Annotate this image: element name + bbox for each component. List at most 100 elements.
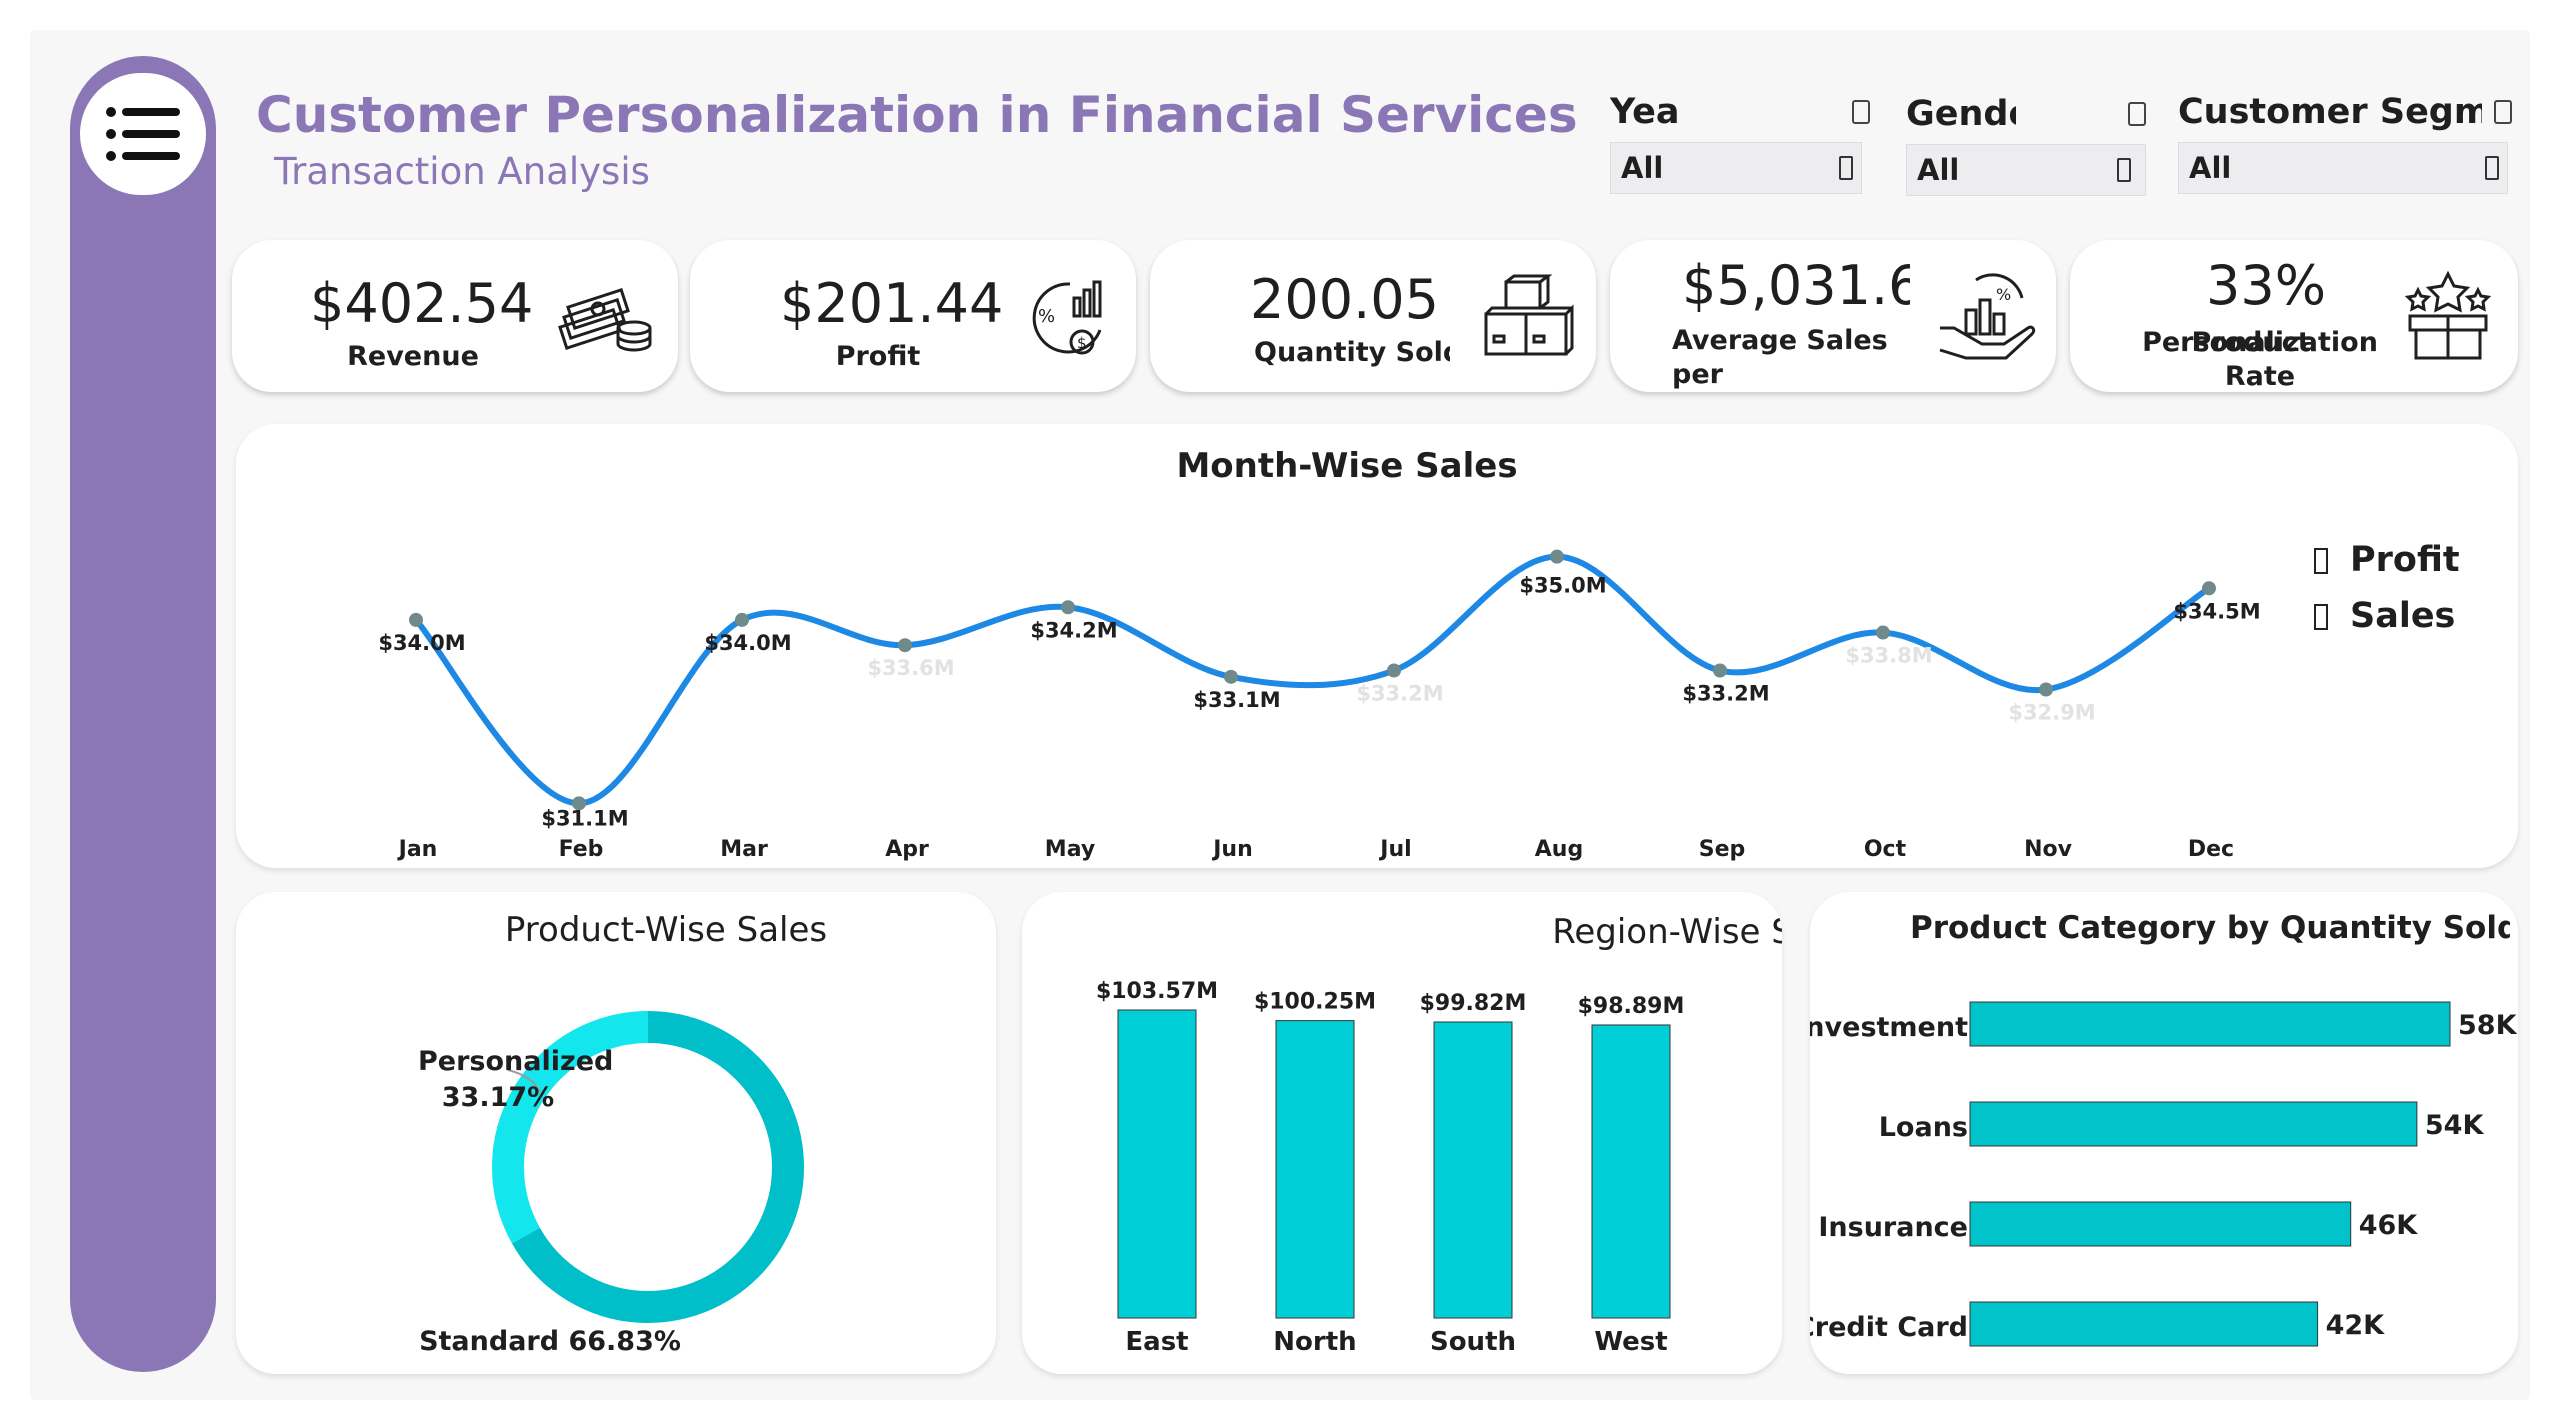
chart-title: Region-Wise Sales — [1552, 912, 1782, 952]
kpi-value: $5,031.6 — [1682, 254, 1910, 317]
x-tick-label: Jun — [1211, 837, 1253, 862]
data-point-dec[interactable] — [2202, 581, 2216, 596]
chart-title: Product Category by Quantity Sold — [1910, 910, 2510, 946]
data-label: 58K — [2458, 1010, 2518, 1041]
x-tick-label: Oct — [1864, 837, 1907, 862]
bar-east[interactable] — [1117, 1009, 1197, 1319]
data-label: $34.5M — [2173, 599, 2260, 623]
bar-credit-card[interactable] — [1969, 1301, 2319, 1347]
year-filter-label: Yea — [1610, 92, 1680, 132]
month-wise-sales-chart[interactable]: $34.0M Jan $31.1M Feb $34.0M Mar $33.6M Apr $34.… — [236, 424, 2518, 868]
x-tick-label: Sep — [1699, 837, 1746, 862]
customer-segment-filter-value: All — [2189, 151, 2232, 185]
boxes-icon — [1484, 274, 1574, 356]
data-point-apr[interactable] — [898, 638, 912, 653]
kpi-label: Quantity Sold — [1254, 337, 1450, 368]
kpi-card-personalization-rate[interactable]: 33% Product Personalization Rate — [2070, 240, 2518, 392]
x-tick-label: West — [1594, 1327, 1667, 1357]
region-wise-sales-chart[interactable]: $103.57M East $100.25M North $99.82M South $98… — [1022, 892, 1782, 1374]
data-label: $33.6M — [867, 656, 954, 680]
data-point-jun[interactable] — [1224, 669, 1238, 684]
gender-filter-value: All — [1917, 153, 1960, 187]
product-category-quantity-panel: Product Category by Quantity Sold 58K Inv… — [1810, 892, 2518, 1374]
clear-filter-icon[interactable] — [2494, 100, 2512, 124]
data-label: $33.2M — [1356, 682, 1443, 706]
x-tick-label: Jan — [397, 837, 438, 862]
bar-insurance[interactable] — [1969, 1201, 2352, 1247]
data-label: $32.9M — [2008, 700, 2095, 724]
slice-label: Personalized — [418, 1046, 613, 1077]
customer-segment-filter[interactable]: Customer Segm All — [2178, 92, 2528, 202]
chart-title: Month-Wise Sales — [1176, 446, 1518, 486]
kpi-card-revenue[interactable]: $402.54M Revenue — [232, 240, 678, 392]
chevron-down-icon — [2485, 156, 2499, 180]
data-label: 54K — [2425, 1110, 2485, 1141]
x-tick-label: Nov — [2024, 837, 2073, 862]
x-tick-label: Aug — [1535, 837, 1583, 862]
customer-segment-filter-label: Customer Segm — [2178, 92, 2482, 132]
kpi-card-average-sales[interactable]: $5,031.6 Average Sales per % — [1610, 240, 2056, 392]
data-label: $34.0M — [378, 631, 465, 655]
legend-label: Profit — [2350, 540, 2460, 580]
gender-filter-label: Gende — [1906, 94, 2016, 134]
y-tick-label: Insurance — [1818, 1212, 1968, 1243]
gender-filter[interactable]: Gende All — [1906, 94, 2156, 204]
bar-investment[interactable] — [1969, 1001, 2451, 1047]
x-tick-label: May — [1045, 837, 1095, 862]
kpi-value: 33% — [2206, 254, 2327, 317]
data-point-mar[interactable] — [735, 612, 749, 627]
data-label: $31.1M — [541, 806, 628, 830]
profit-chart-icon: % $ — [1032, 280, 1102, 355]
gender-filter-dropdown[interactable]: All — [1906, 144, 2146, 196]
kpi-label-overlap: Product — [2191, 327, 2311, 358]
chart-title: Product-Wise Sales — [504, 910, 828, 950]
customer-segment-filter-dropdown[interactable]: All — [2178, 142, 2508, 194]
kpi-label: Average Sales per — [1672, 325, 1888, 390]
data-label: 42K — [2326, 1310, 2386, 1341]
chevron-down-icon — [2117, 158, 2131, 182]
data-point-feb[interactable] — [572, 796, 586, 811]
product-wise-sales-chart[interactable]: Personalized 33.17% Standard 66.83% — [236, 892, 996, 1374]
year-filter-dropdown[interactable]: All — [1610, 142, 1862, 194]
bar-north[interactable] — [1275, 1020, 1355, 1319]
donut-slice-personalized[interactable] — [492, 1011, 804, 1323]
bar-west[interactable] — [1591, 1024, 1671, 1319]
menu-button[interactable] — [80, 73, 206, 195]
x-tick-label: Mar — [720, 837, 768, 862]
product-wise-sales-panel: Product-Wise Sales Personalized 33.17% Sta… — [236, 892, 996, 1374]
data-label: $35.0M — [1519, 574, 1606, 598]
bar-loans[interactable] — [1969, 1101, 2418, 1147]
money-stack-icon — [558, 287, 652, 352]
clear-filter-icon[interactable] — [2128, 102, 2146, 126]
data-point-may[interactable] — [1061, 600, 1075, 615]
data-point-jan[interactable] — [409, 612, 423, 627]
bar-south[interactable] — [1433, 1021, 1513, 1319]
hand-chart-icon: % — [1939, 273, 2036, 360]
data-point-sep[interactable] — [1713, 663, 1727, 678]
data-label: 46K — [2359, 1210, 2419, 1241]
kpi-value: 200.05K — [1250, 268, 1442, 331]
x-tick-label: Apr — [885, 837, 929, 862]
data-label: $100.25M — [1254, 990, 1376, 1015]
data-point-oct[interactable] — [1876, 625, 1890, 640]
slice-label: Standard 66.83% — [419, 1326, 681, 1357]
kpi-label: Revenue — [347, 341, 479, 372]
clear-filter-icon[interactable] — [1852, 100, 1870, 124]
kpi-value: $201.44M — [780, 272, 1008, 335]
region-wise-sales-panel: Region-Wise Sales $103.57M East $100.25M No… — [1022, 892, 1782, 1374]
data-point-aug[interactable] — [1550, 549, 1564, 564]
data-label: $34.2M — [1030, 618, 1117, 642]
page-subtitle: Transaction Analysis — [274, 150, 650, 193]
kpi-value: $402.54M — [310, 272, 538, 335]
data-point-jul[interactable] — [1387, 663, 1401, 678]
kpi-card-quantity-sold[interactable]: 200.05K Quantity Sold — [1150, 240, 1596, 392]
data-label: $33.2M — [1682, 682, 1769, 706]
legend-label: Sales — [2350, 596, 2456, 636]
year-filter[interactable]: Yea All — [1610, 92, 1880, 202]
data-label: $33.1M — [1193, 688, 1280, 712]
kpi-card-profit[interactable]: $201.44M Profit % $ — [690, 240, 1136, 392]
x-tick-label: East — [1125, 1327, 1188, 1357]
product-category-quantity-chart[interactable]: 58K Investment 54K Loans 46K Insurance 42K Cred… — [1810, 892, 2518, 1374]
data-point-nov[interactable] — [2039, 682, 2053, 697]
sidebar — [70, 56, 216, 1372]
